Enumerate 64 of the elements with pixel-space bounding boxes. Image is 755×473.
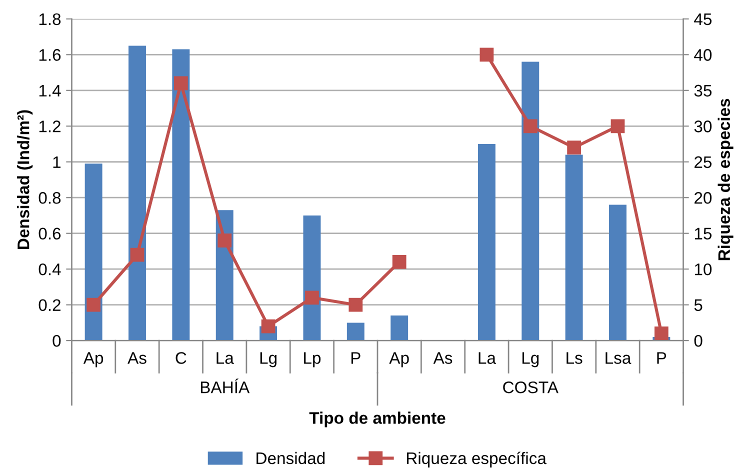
bar [478,144,496,341]
bar [128,46,146,341]
bar [390,316,408,341]
y-tick-label: 0.6 [38,228,61,240]
point [174,76,188,90]
x-tick-label: Ls [566,352,582,364]
y2-tick-label: 40 [694,49,712,61]
y-tick-label: 0.8 [38,192,61,204]
x-tick-label: Lg [260,352,276,368]
x-tick-label: C [176,352,186,364]
point [610,119,625,134]
y-tick-label: 1.4 [39,84,61,96]
y2-tick-label: 30 [694,120,712,132]
point [654,326,668,340]
y-tick-label: 0 [52,334,61,347]
x-tick-label: As [433,352,452,364]
y2-tick-label: 35 [694,84,712,97]
y-tick-label: 0.4 [38,263,61,276]
y2-tick-label: 20 [694,192,712,204]
y2-axis-title: Riqueza de especies [718,98,734,260]
y-tick-label: 1 [53,156,60,168]
y2-tick-label: 5 [694,299,702,312]
legend-label: Riqueza específica [407,452,546,468]
point [523,119,538,134]
y-tick-label: 0.2 [38,299,60,312]
x-tick-label: Ap [389,352,409,368]
point [392,254,406,269]
y2-tick-label: 10 [694,263,712,276]
text: BAHÍA [200,378,250,394]
y2-tick-label: 25 [694,156,712,168]
bar [84,164,102,341]
x-axis-title: Tipo de ambiente [309,412,446,428]
point [305,290,319,305]
bar [609,204,626,341]
y2-tick-label: 0 [694,334,702,347]
point [480,48,494,62]
y-tick-label: 1.6 [39,49,61,61]
bar [346,322,364,341]
y-axis-title: Densidad (Ind/m²) [17,110,33,249]
x-tick-label: Lp [304,352,321,368]
point [218,234,232,248]
bar [303,215,321,341]
point [261,319,276,334]
y2-tick-label: 45 [694,13,712,26]
bar [565,154,583,341]
legend-label: Densidad [256,452,325,464]
bar [522,62,540,341]
point [130,248,144,262]
x-tick-label: P [657,352,666,364]
point [567,140,582,155]
x-tick-label: Lg [522,352,539,368]
x-tick-label: La [478,352,496,364]
bar [172,49,190,341]
text: COSTA [503,381,558,394]
x-tick-label: P [351,352,360,364]
point [86,298,101,312]
y-tick-label: 1.2 [39,120,60,132]
x-tick-label: La [216,352,234,364]
x-tick-label: As [128,352,146,364]
point [348,298,363,312]
x-tick-label: Ap [83,352,104,368]
y2-tick-label: 15 [694,228,712,240]
y-tick-label: 1.8 [39,13,61,26]
x-tick-label: Lsa [606,352,632,364]
